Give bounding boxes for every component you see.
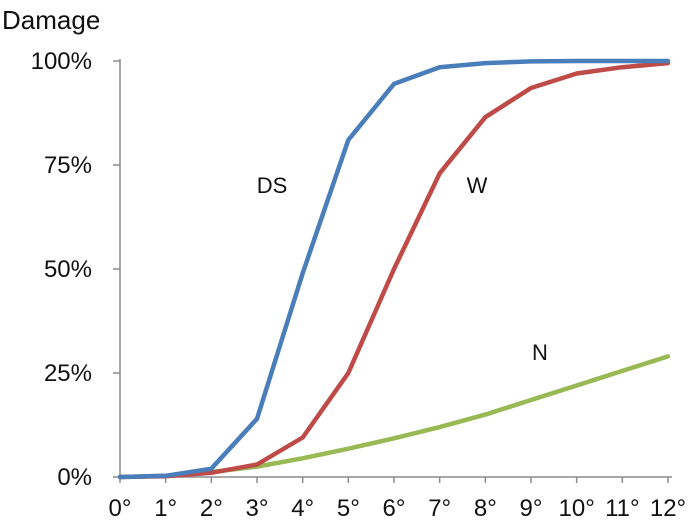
- x-tick-label: 10°: [559, 495, 595, 522]
- x-tick-label: 0°: [109, 495, 132, 522]
- x-tick-label: 2°: [200, 495, 223, 522]
- x-tick-label: 1°: [154, 495, 177, 522]
- y-tick-label: 0%: [57, 464, 92, 491]
- series-line-n: [117, 354, 671, 480]
- y-axis-title: Damage: [2, 5, 100, 35]
- y-tick-label: 50%: [44, 256, 92, 283]
- x-tick-label: 3°: [246, 495, 269, 522]
- y-axis-ticks: 0% 25% 50% 75% 100%: [31, 48, 120, 491]
- y-tick-label: 100%: [31, 48, 92, 75]
- x-tick-label: 12°: [650, 495, 686, 522]
- series-lines: [117, 58, 671, 480]
- y-tick-label: 75%: [44, 152, 92, 179]
- x-axis-ticks: 0° 1° 2° 3° 4° 5° 6° 7° 8° 9° 10° 11° 12°: [109, 477, 686, 522]
- series-label-ds: DS: [257, 173, 288, 198]
- x-tick-label: 8°: [474, 495, 497, 522]
- series-line-ds: [117, 58, 671, 480]
- x-tick-label: 11°: [605, 495, 640, 522]
- series-labels: DS W N: [257, 173, 548, 365]
- x-tick-label: 9°: [520, 495, 543, 522]
- series-label-w: W: [467, 173, 488, 198]
- series-line-w: [117, 60, 671, 480]
- y-tick-label: 25%: [44, 360, 92, 387]
- x-tick-label: 7°: [428, 495, 451, 522]
- series-label-n: N: [532, 340, 548, 365]
- x-tick-label: 5°: [337, 495, 360, 522]
- x-tick-label: 4°: [291, 495, 314, 522]
- x-tick-label: 6°: [383, 495, 406, 522]
